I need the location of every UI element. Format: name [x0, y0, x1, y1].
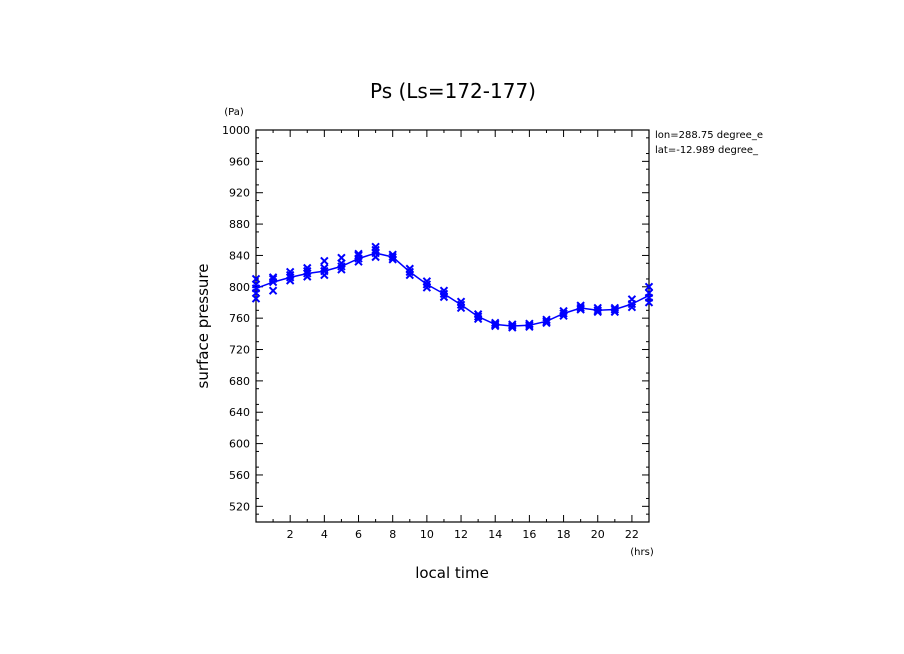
data-point-marker [388, 250, 397, 259]
data-point-marker [303, 266, 312, 276]
x-tick-label: 12 [454, 528, 468, 541]
data-point-marker [439, 286, 449, 295]
data-point-marker [320, 256, 329, 266]
data-point-marker [285, 270, 295, 280]
y-tick-label: 1000 [222, 124, 250, 137]
data-point-marker [610, 305, 620, 314]
data-point-marker [354, 257, 363, 266]
data-point-marker [593, 303, 602, 313]
series-mean-line [255, 252, 650, 327]
annotation-lat: lat=-12.989 degree_ [655, 145, 759, 156]
data-point-marker [371, 245, 380, 255]
data-point-marker [456, 303, 466, 313]
data-point-marker [456, 297, 466, 306]
y-tick-label: 880 [229, 218, 250, 231]
data-point-marker [422, 277, 432, 286]
data-point-marker [542, 318, 551, 328]
data-point-marker [251, 274, 261, 284]
data-point-marker [473, 312, 483, 321]
data-point-marker [268, 286, 278, 295]
chart-title: Ps (Ls=172-177) [370, 79, 536, 103]
y-tick-label: 560 [229, 469, 250, 482]
x-tick-label: 4 [321, 528, 328, 541]
x-tick-label: 20 [591, 528, 605, 541]
data-point-marker [422, 283, 432, 292]
data-point-marker [439, 289, 449, 299]
data-point-marker [508, 323, 517, 332]
data-point-marker [644, 288, 654, 298]
data-point-marker [337, 265, 346, 274]
y-tick-label: 720 [229, 344, 250, 357]
data-point-marker [388, 252, 397, 262]
data-point-marker [303, 263, 312, 273]
data-point-marker [559, 306, 568, 316]
plot-frame [255, 129, 650, 523]
data-point-marker [525, 321, 534, 330]
y-tick-label: 960 [229, 155, 250, 168]
data-point-marker [559, 309, 568, 318]
y-tick-label: 920 [229, 187, 250, 200]
y-unit-label: (Pa) [224, 107, 244, 118]
data-point-marker [268, 274, 278, 284]
data-point-marker [627, 295, 637, 304]
y-tick-label: 800 [229, 281, 250, 294]
y-tick-label: 600 [229, 438, 250, 451]
data-point-marker [371, 242, 380, 252]
x-tick-label: 2 [287, 528, 294, 541]
x-tick-label: 10 [420, 528, 434, 541]
data-point-marker [439, 292, 449, 302]
data-point-marker [320, 266, 329, 276]
x-tick-label: 14 [488, 528, 502, 541]
data-point-marker [320, 263, 329, 273]
data-point-marker [508, 321, 517, 331]
data-point-marker [491, 321, 500, 331]
y-tick-label: 640 [229, 406, 250, 419]
x-tick-label: 18 [557, 528, 571, 541]
data-point-marker [371, 248, 380, 258]
y-tick-label: 520 [229, 500, 250, 513]
data-point-marker [627, 302, 637, 312]
x-tick-label: 8 [389, 528, 396, 541]
x-axis-label: local time [415, 564, 489, 582]
data-point-marker [473, 310, 483, 319]
data-point-marker [525, 322, 534, 331]
data-point-marker [337, 253, 346, 262]
data-point-marker [285, 267, 295, 277]
data-point-marker [576, 303, 585, 313]
y-tick-label: 840 [229, 249, 250, 262]
annotation-lon: lon=288.75 degree_e [655, 130, 763, 141]
data-point-marker [542, 317, 551, 326]
data-point-marker [508, 320, 517, 329]
data-point-marker [354, 251, 363, 260]
data-marks [251, 242, 654, 332]
data-point-marker [405, 264, 414, 273]
x-tick-label: 6 [355, 528, 362, 541]
data-point-marker [405, 270, 414, 280]
data-point-marker [593, 306, 602, 315]
data-point-marker [491, 318, 500, 328]
data-point-marker [456, 300, 466, 310]
x-tick-label: 22 [625, 528, 639, 541]
axes-group: 520 560 600 640 680 720 760 800 840 880 920 960 1000… [222, 124, 650, 541]
data-point-marker [422, 280, 432, 289]
data-point-marker [405, 267, 414, 277]
data-point-marker [576, 301, 585, 310]
data-point-marker [491, 320, 500, 329]
y-tick-label: 680 [229, 375, 250, 388]
data-point-marker [644, 282, 654, 292]
x-tick-label: 16 [522, 528, 536, 541]
data-point-marker [610, 303, 620, 313]
data-point-marker [542, 315, 551, 324]
x-unit-label: (hrs) [630, 547, 654, 558]
data-point-marker [337, 262, 346, 271]
data-point-marker [268, 273, 278, 282]
y-tick-label: 760 [229, 312, 250, 325]
data-point-marker [354, 249, 363, 259]
y-axis-label: surface pressure [194, 264, 212, 389]
data-point-marker [525, 319, 534, 328]
